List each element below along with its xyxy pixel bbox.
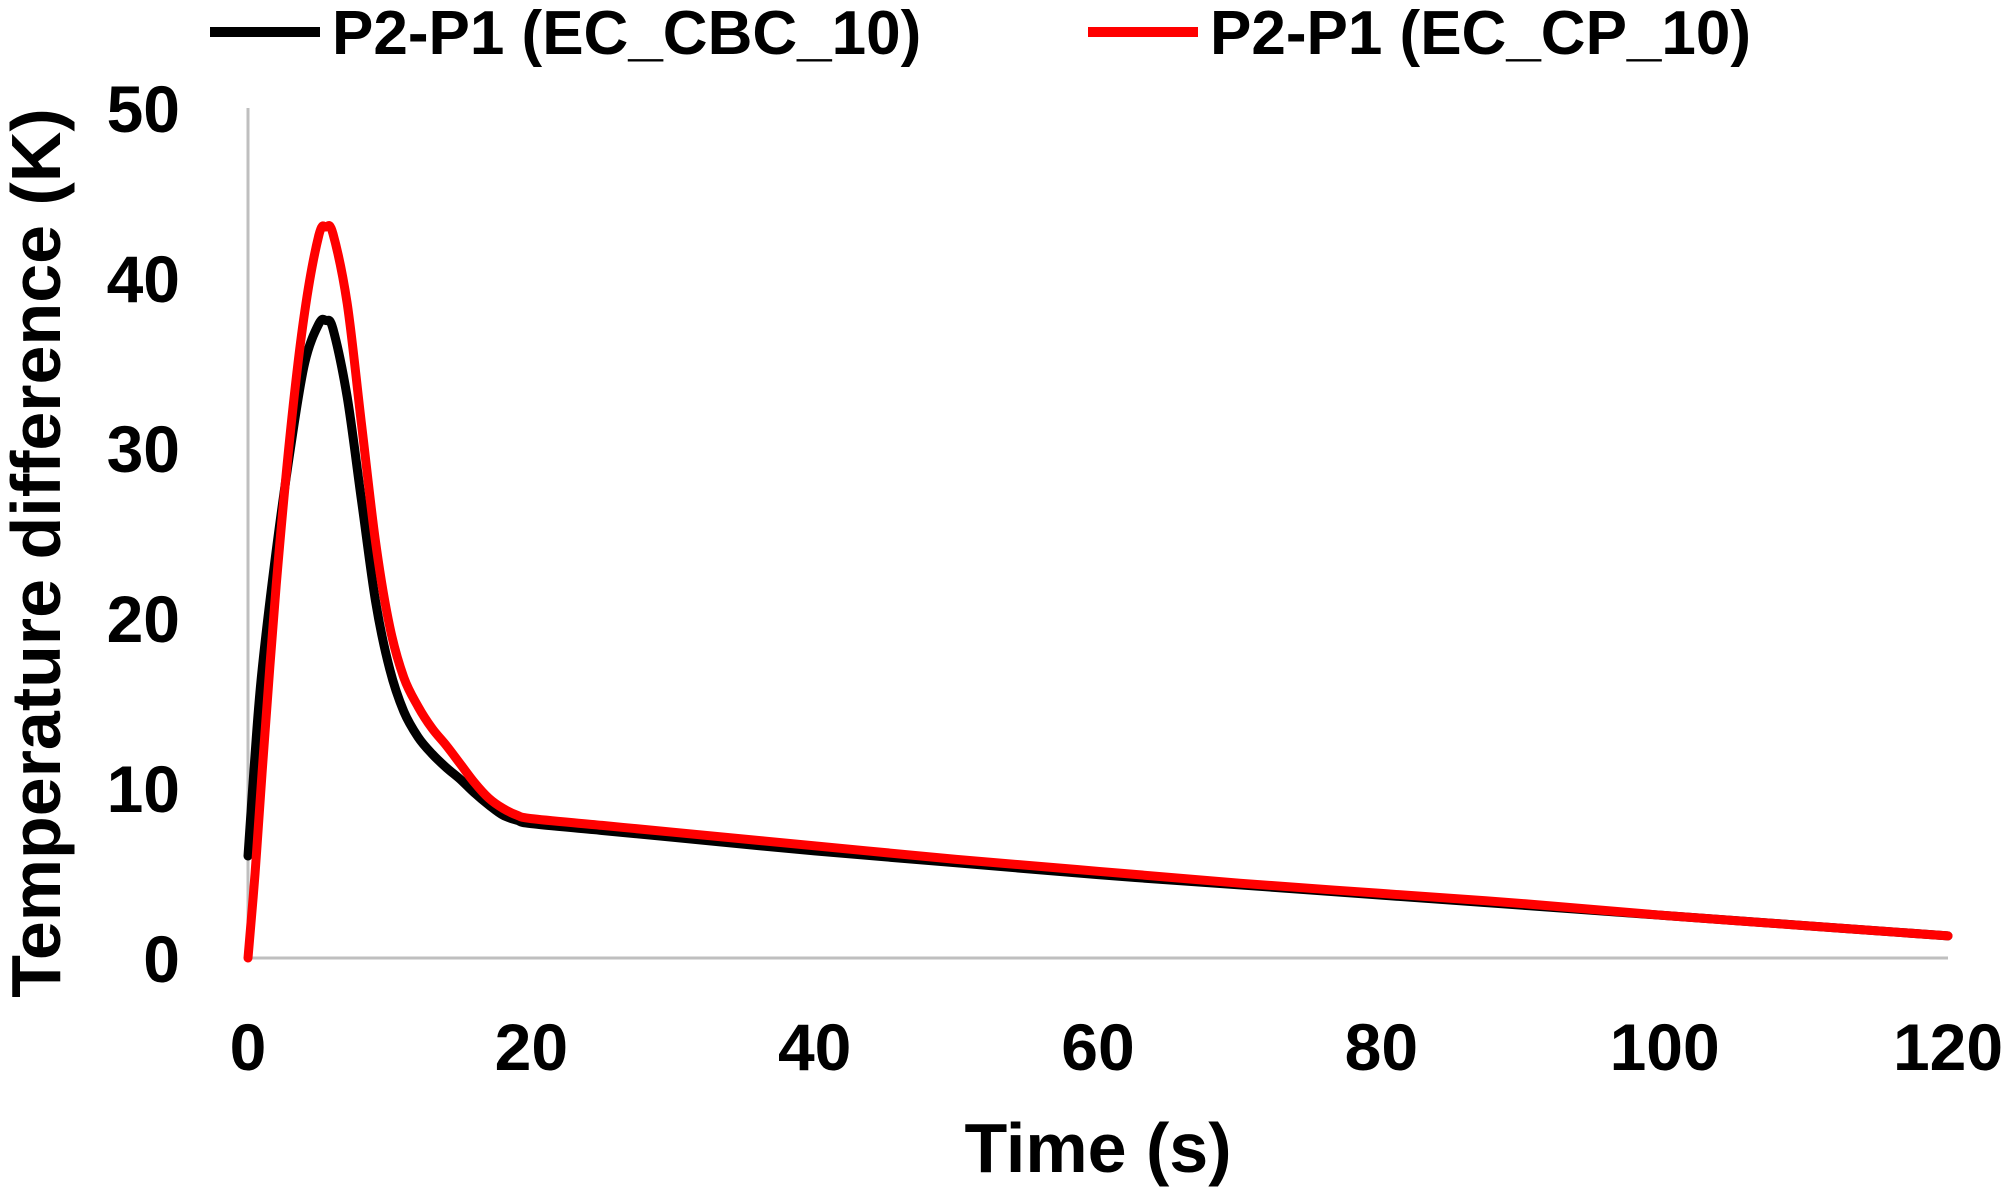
x-tick-label: 100 [1610, 1010, 1720, 1084]
y-tick-labels: 0 10 20 30 40 50 [107, 72, 180, 996]
x-tick-label: 40 [778, 1010, 851, 1084]
x-tick-label: 20 [495, 1010, 568, 1084]
legend-item-1: P2-P1 (EC_CBC_10) [210, 0, 921, 68]
series-layer [243, 221, 1953, 963]
y-tick-label: 20 [107, 582, 180, 656]
y-axis-title: Temperature difference (K) [0, 108, 75, 997]
x-tick-label: 120 [1893, 1010, 2003, 1084]
x-tick-label: 0 [230, 1010, 267, 1084]
y-tick-label: 40 [107, 242, 180, 316]
legend-item-2: P2-P1 (EC_CP_10) [1088, 0, 1751, 68]
series-line-2 [243, 221, 1953, 963]
x-axis-title: Time (s) [964, 1109, 1231, 1187]
x-tick-label: 60 [1061, 1010, 1134, 1084]
legend-label-2: P2-P1 (EC_CP_10) [1210, 0, 1751, 68]
legend-label-1: P2-P1 (EC_CBC_10) [332, 0, 921, 68]
y-tick-label: 50 [107, 72, 180, 146]
y-tick-label: 0 [143, 922, 180, 996]
x-tick-label: 80 [1345, 1010, 1418, 1084]
plot-area [243, 108, 1953, 963]
legend: P2-P1 (EC_CBC_10) P2-P1 (EC_CP_10) [210, 0, 1751, 68]
y-tick-label: 30 [107, 412, 180, 486]
y-tick-label: 10 [107, 752, 180, 826]
series-line-1 [243, 314, 1953, 941]
x-tick-labels: 0 20 40 60 80 100 120 [230, 1010, 2003, 1084]
